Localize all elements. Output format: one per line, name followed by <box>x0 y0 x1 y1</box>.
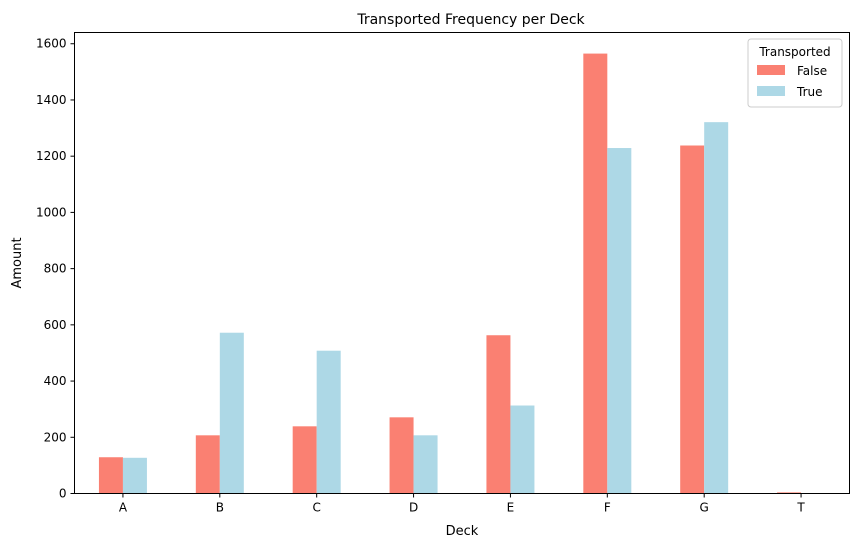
bar-true-d <box>413 435 438 494</box>
bar-false-f <box>583 53 608 494</box>
legend-label-true: True <box>796 85 823 99</box>
y-tick-label: 1000 <box>36 205 67 219</box>
bar-false-a <box>98 457 123 494</box>
bar-true-c <box>316 350 341 494</box>
x-tick-label: T <box>796 501 805 515</box>
y-tick-label: 1400 <box>36 93 67 107</box>
y-tick-label: 800 <box>44 262 67 276</box>
plot-frame <box>74 32 850 494</box>
legend: Transported False True <box>747 38 843 108</box>
bar-false-t <box>777 492 802 494</box>
bar-false-e <box>486 335 511 494</box>
y-tick-label: 1200 <box>36 149 67 163</box>
x-axis-label: Deck <box>446 524 479 539</box>
x-tick-label: A <box>119 501 128 515</box>
y-tick-label: 0 <box>59 487 67 501</box>
bar-false-c <box>292 426 317 494</box>
y-axis-label: Amount <box>10 237 25 288</box>
y-tick-label: 1600 <box>36 37 67 51</box>
bar-true-a <box>122 457 147 494</box>
x-tick-label: G <box>700 501 709 515</box>
bar-false-d <box>389 417 414 494</box>
bar-true-b <box>219 332 244 494</box>
x-tick-label: B <box>216 501 224 515</box>
x-tick-label: E <box>507 501 515 515</box>
chart-title: Transported Frequency per Deck <box>356 12 585 28</box>
y-tick-label: 600 <box>44 318 67 332</box>
bar-true-f <box>607 148 632 494</box>
y-axis-ticks: 0 200 400 600 800 1000 1200 1400 1600 <box>36 37 75 501</box>
bar-true-g <box>704 122 729 494</box>
x-tick-label: C <box>312 501 320 515</box>
legend-title: Transported <box>758 45 830 59</box>
legend-swatch-false <box>757 65 785 75</box>
x-tick-label: F <box>604 501 611 515</box>
bars-group <box>98 53 826 494</box>
y-tick-label: 200 <box>44 430 67 444</box>
y-tick-label: 400 <box>44 374 67 388</box>
bar-false-g <box>680 145 705 494</box>
bar-false-b <box>195 435 220 494</box>
legend-label-false: False <box>797 64 827 78</box>
x-tick-label: D <box>409 501 418 515</box>
bar-true-e <box>510 405 535 494</box>
legend-swatch-true <box>757 86 785 96</box>
